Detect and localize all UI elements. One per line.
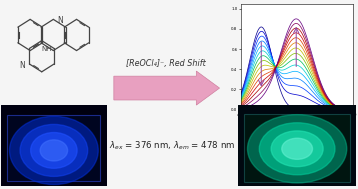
FancyBboxPatch shape <box>8 115 100 181</box>
Circle shape <box>20 124 88 176</box>
Circle shape <box>10 116 98 184</box>
Text: N: N <box>19 61 25 70</box>
Circle shape <box>40 140 68 161</box>
Text: N: N <box>58 15 63 25</box>
FancyBboxPatch shape <box>244 114 350 182</box>
Text: $\lambda_{ex}$ = 376 nm, $\lambda_{em}$ = 478 nm: $\lambda_{ex}$ = 376 nm, $\lambda_{em}$ … <box>109 139 235 152</box>
Circle shape <box>271 131 323 167</box>
Circle shape <box>247 115 347 183</box>
Circle shape <box>31 132 77 168</box>
Text: [ReOCl₄]⁻, Red Shift: [ReOCl₄]⁻, Red Shift <box>126 59 205 68</box>
Circle shape <box>259 123 335 175</box>
Circle shape <box>282 138 313 159</box>
FancyArrow shape <box>114 71 219 105</box>
Text: NH: NH <box>41 46 52 52</box>
